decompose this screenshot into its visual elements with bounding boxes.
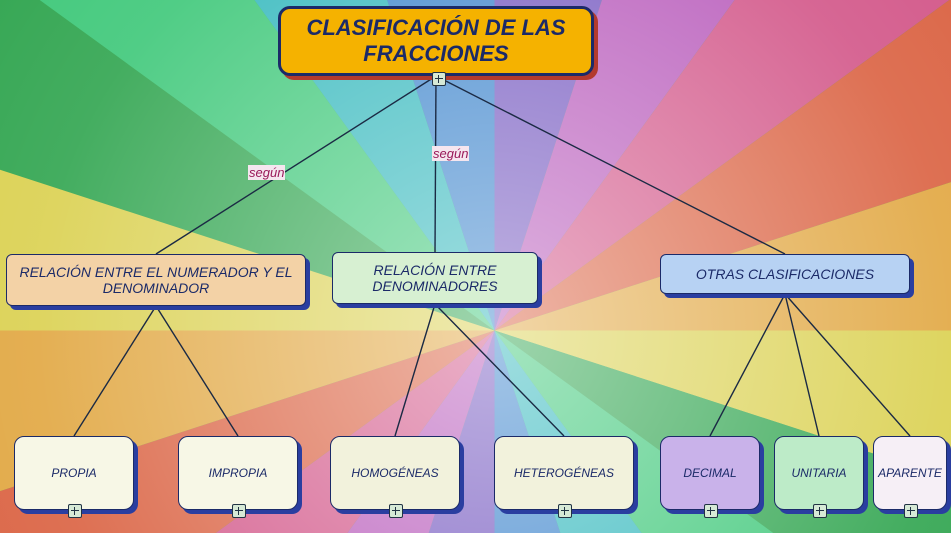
leaf-decimal: DECIMAL	[660, 436, 760, 510]
leaf-label: IMPROPIA	[209, 466, 268, 480]
edge-label-segun-2: según	[432, 146, 469, 161]
leaf-label: PROPIA	[51, 466, 96, 480]
branch-label: RELACIÓN ENTRE DENOMINADORES	[341, 262, 529, 294]
leaf-label: UNITARIA	[791, 466, 846, 480]
branch-relacion-denominadores: RELACIÓN ENTRE DENOMINADORES	[332, 252, 538, 304]
branch-otras-clasificaciones: OTRAS CLASIFICACIONES	[660, 254, 910, 294]
expand-icon[interactable]	[68, 504, 82, 518]
expand-icon[interactable]	[704, 504, 718, 518]
expand-icon[interactable]	[389, 504, 403, 518]
branch-label: OTRAS CLASIFICACIONES	[696, 266, 874, 282]
leaf-propia: PROPIA	[14, 436, 134, 510]
branch-label: RELACIÓN ENTRE EL NUMERADOR Y EL DENOMIN…	[15, 264, 297, 296]
diagram-stage: CLASIFICACIÓN DE LAS FRACCIONES RELACIÓN…	[0, 0, 951, 533]
root-label: CLASIFICACIÓN DE LAS FRACCIONES	[289, 15, 583, 67]
expand-icon[interactable]	[813, 504, 827, 518]
root-node: CLASIFICACIÓN DE LAS FRACCIONES	[278, 6, 594, 76]
expand-icon[interactable]	[432, 72, 446, 86]
leaf-impropia: IMPROPIA	[178, 436, 298, 510]
edge-label-segun-1: según	[248, 165, 285, 180]
expand-icon[interactable]	[558, 504, 572, 518]
leaf-unitaria: UNITARIA	[774, 436, 864, 510]
leaf-label: HETEROGÉNEAS	[514, 466, 614, 480]
leaf-label: DECIMAL	[683, 466, 736, 480]
branch-relacion-numerador-denominador: RELACIÓN ENTRE EL NUMERADOR Y EL DENOMIN…	[6, 254, 306, 306]
leaf-label: APARENTE	[878, 466, 942, 480]
leaf-label: HOMOGÉNEAS	[351, 466, 438, 480]
leaf-heterogeneas: HETEROGÉNEAS	[494, 436, 634, 510]
leaf-aparente: APARENTE	[873, 436, 947, 510]
expand-icon[interactable]	[232, 504, 246, 518]
expand-icon[interactable]	[904, 504, 918, 518]
leaf-homogeneas: HOMOGÉNEAS	[330, 436, 460, 510]
